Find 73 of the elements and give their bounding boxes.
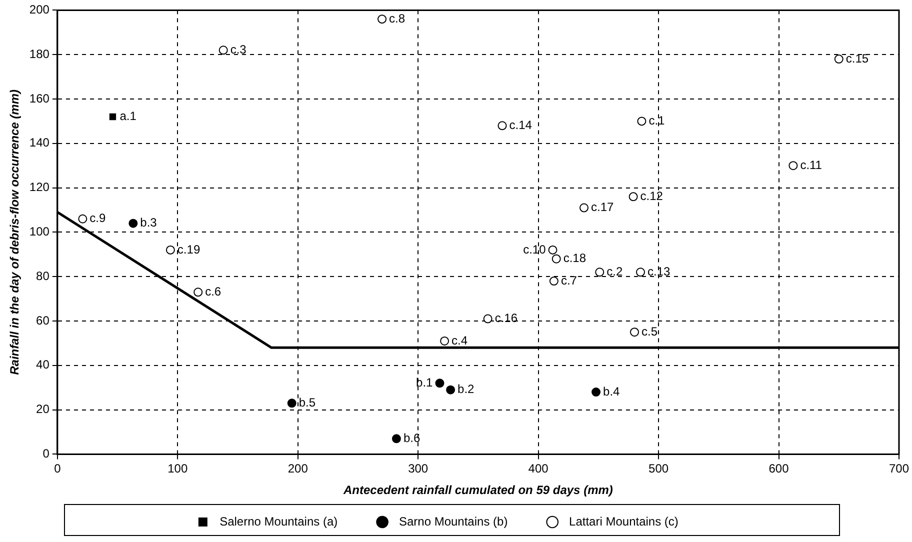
x-tick-label: 400 bbox=[528, 462, 549, 476]
x-tick-label: 0 bbox=[54, 462, 62, 476]
y-tick-label: 40 bbox=[36, 358, 50, 372]
point bbox=[78, 214, 88, 224]
point bbox=[552, 254, 561, 264]
point bbox=[637, 116, 646, 126]
annotation: c.2 bbox=[606, 264, 623, 278]
point bbox=[548, 245, 558, 254]
point bbox=[549, 276, 558, 286]
legend-label: Lattari Mountains (c) bbox=[562, 514, 706, 528]
y-tick-label: 140 bbox=[29, 136, 50, 150]
legend-label: Salerno Mountains (a) bbox=[212, 514, 364, 528]
point bbox=[498, 121, 507, 130]
annotation: a.1 bbox=[120, 109, 137, 124]
annotation: b.3 bbox=[140, 216, 158, 230]
point bbox=[628, 192, 638, 202]
annotation: c.17 bbox=[591, 200, 614, 214]
annotation: c.6 bbox=[205, 284, 222, 298]
annotation: b.2 bbox=[458, 382, 475, 396]
x-tick-label: 600 bbox=[768, 462, 790, 476]
point bbox=[194, 288, 203, 297]
annotation: c.8 bbox=[389, 11, 406, 26]
annotation: c.15 bbox=[846, 51, 869, 66]
y-tick-label: 120 bbox=[29, 180, 50, 194]
point bbox=[446, 385, 456, 394]
annotation: c.3 bbox=[230, 42, 247, 56]
point bbox=[834, 54, 844, 64]
y-tick-label: 200 bbox=[29, 2, 50, 17]
legend-label: Sarno Mountains (b) bbox=[392, 514, 534, 528]
point bbox=[636, 268, 646, 277]
y-tick-label: 20 bbox=[36, 402, 50, 416]
annotation: c.13 bbox=[648, 264, 671, 278]
y-tick-label: 80 bbox=[36, 268, 50, 283]
point bbox=[630, 328, 639, 337]
y-tick-label: 180 bbox=[29, 46, 50, 61]
y-axis-title: Rainfall in the day of debris-flow occurrence (mm) bbox=[8, 90, 22, 375]
annotation: c.5 bbox=[641, 324, 658, 338]
x-tick-label: 100 bbox=[168, 462, 188, 476]
point bbox=[788, 161, 798, 170]
x-tick-label: 700 bbox=[888, 462, 910, 476]
annotation: c.11 bbox=[800, 158, 822, 172]
y-tick-label: 0 bbox=[42, 446, 50, 461]
x-tick-label: 200 bbox=[288, 462, 308, 476]
annotation: c.10 bbox=[523, 242, 546, 256]
point bbox=[378, 14, 387, 24]
x-tick-label: 500 bbox=[648, 462, 669, 476]
point bbox=[592, 388, 601, 397]
point bbox=[128, 218, 138, 228]
point bbox=[435, 378, 444, 388]
annotation: b.4 bbox=[603, 384, 620, 398]
y-tick-label: 100 bbox=[29, 224, 50, 239]
point bbox=[483, 314, 492, 324]
annotation: c.4 bbox=[452, 333, 468, 348]
point bbox=[580, 203, 589, 212]
x-axis-title: Antecedent rainfall cumulated on 59 days (mm) bbox=[342, 483, 613, 498]
annotation: c.9 bbox=[90, 211, 106, 226]
y-tick-label: 160 bbox=[29, 91, 50, 106]
x-tick-label: 300 bbox=[408, 462, 428, 476]
annotation: b.6 bbox=[403, 430, 420, 445]
annotation: c.12 bbox=[640, 188, 664, 203]
point bbox=[218, 46, 228, 55]
annotation: c.19 bbox=[177, 242, 200, 256]
y-tick-label: 60 bbox=[36, 313, 50, 328]
annotation: c.14 bbox=[509, 118, 532, 132]
point bbox=[166, 245, 175, 254]
annotation: c.1 bbox=[648, 114, 666, 128]
point bbox=[392, 434, 401, 444]
point bbox=[287, 398, 296, 408]
point bbox=[595, 268, 604, 277]
annotation: c.18 bbox=[563, 251, 586, 266]
point bbox=[109, 113, 116, 120]
annotation: b.5 bbox=[298, 395, 316, 410]
point bbox=[440, 336, 450, 346]
